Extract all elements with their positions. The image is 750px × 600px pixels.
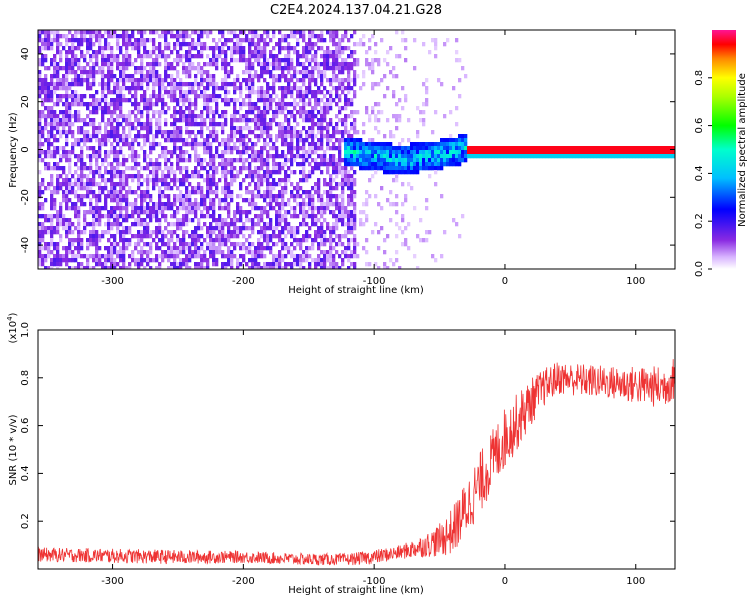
y-tick-label: 0 [20,146,31,152]
colorbar-ticks: 0.0 0.2 0.4 0.6 0.8 [694,70,712,277]
figure-title: C2E4.2024.137.04.21.G28 [270,3,442,18]
x-tick-label: 0 [502,576,508,587]
y-tick-label: 40 [20,48,31,61]
spectrogram-y-label: Frequency (Hz) [8,112,19,188]
y-tick-label: 0.4 [20,465,31,481]
snr-x-axis: -300 -200 -100 0 100 [101,330,645,587]
snr-frame [37,329,676,570]
y-tick-label: 0.6 [20,418,31,434]
colorbar-gradient [712,30,736,269]
spectrogram-x-label: Height of straight line (km) [288,285,424,296]
colorbar-tick-label: 0.8 [694,70,705,86]
y-tick-label: 0.2 [20,513,31,529]
x-tick-label: -100 [363,576,386,587]
y-tick-label: 20 [20,95,31,108]
x-tick-label: 100 [626,576,645,587]
x-tick-label: -300 [101,576,124,587]
spectrogram-y-axis: -40 -20 0 20 40 [20,48,675,253]
colorbar-tick-label: 0.0 [694,261,705,277]
colorbar-tick-label: 0.4 [694,165,705,181]
y-tick-label: -20 [20,189,31,205]
spectrogram-cells [38,30,675,269]
y-tick-label: 0.8 [20,370,31,386]
snr-y-axis: 0.2 0.4 0.6 0.8 1.0 [20,322,675,529]
snr-y-label: SNR (10 * v/v) [8,414,19,485]
x-tick-label: -300 [101,276,124,287]
x-tick-label: -200 [232,276,255,287]
x-tick-label: 100 [626,276,645,287]
snr-series-line [38,359,675,566]
x-tick-label: -200 [232,576,255,587]
colorbar-tick-label: 0.2 [694,213,705,229]
y-tick-label: 1.0 [20,322,31,338]
svg-text:(x104): (x104) [6,312,19,343]
colorbar: 0.0 0.2 0.4 0.6 0.8 Normalized spectral ampl… [694,30,748,277]
colorbar-tick-label: 0.6 [694,118,705,134]
x-tick-label: -100 [363,276,386,287]
colorbar-label: Normalized spectral amplitude [737,73,748,227]
snr-x-label: Height of straight line (km) [288,585,424,596]
spectrogram-x-axis: -300 -200 -100 0 100 [101,30,645,287]
x-tick-label: 0 [502,276,508,287]
snr-chart: -300 -200 -100 0 100 0.2 0.4 0.6 0.8 1.0 Height … [6,312,676,596]
y-tick-label: -40 [20,237,31,253]
snr-y-multiplier: (x104) [6,312,19,343]
